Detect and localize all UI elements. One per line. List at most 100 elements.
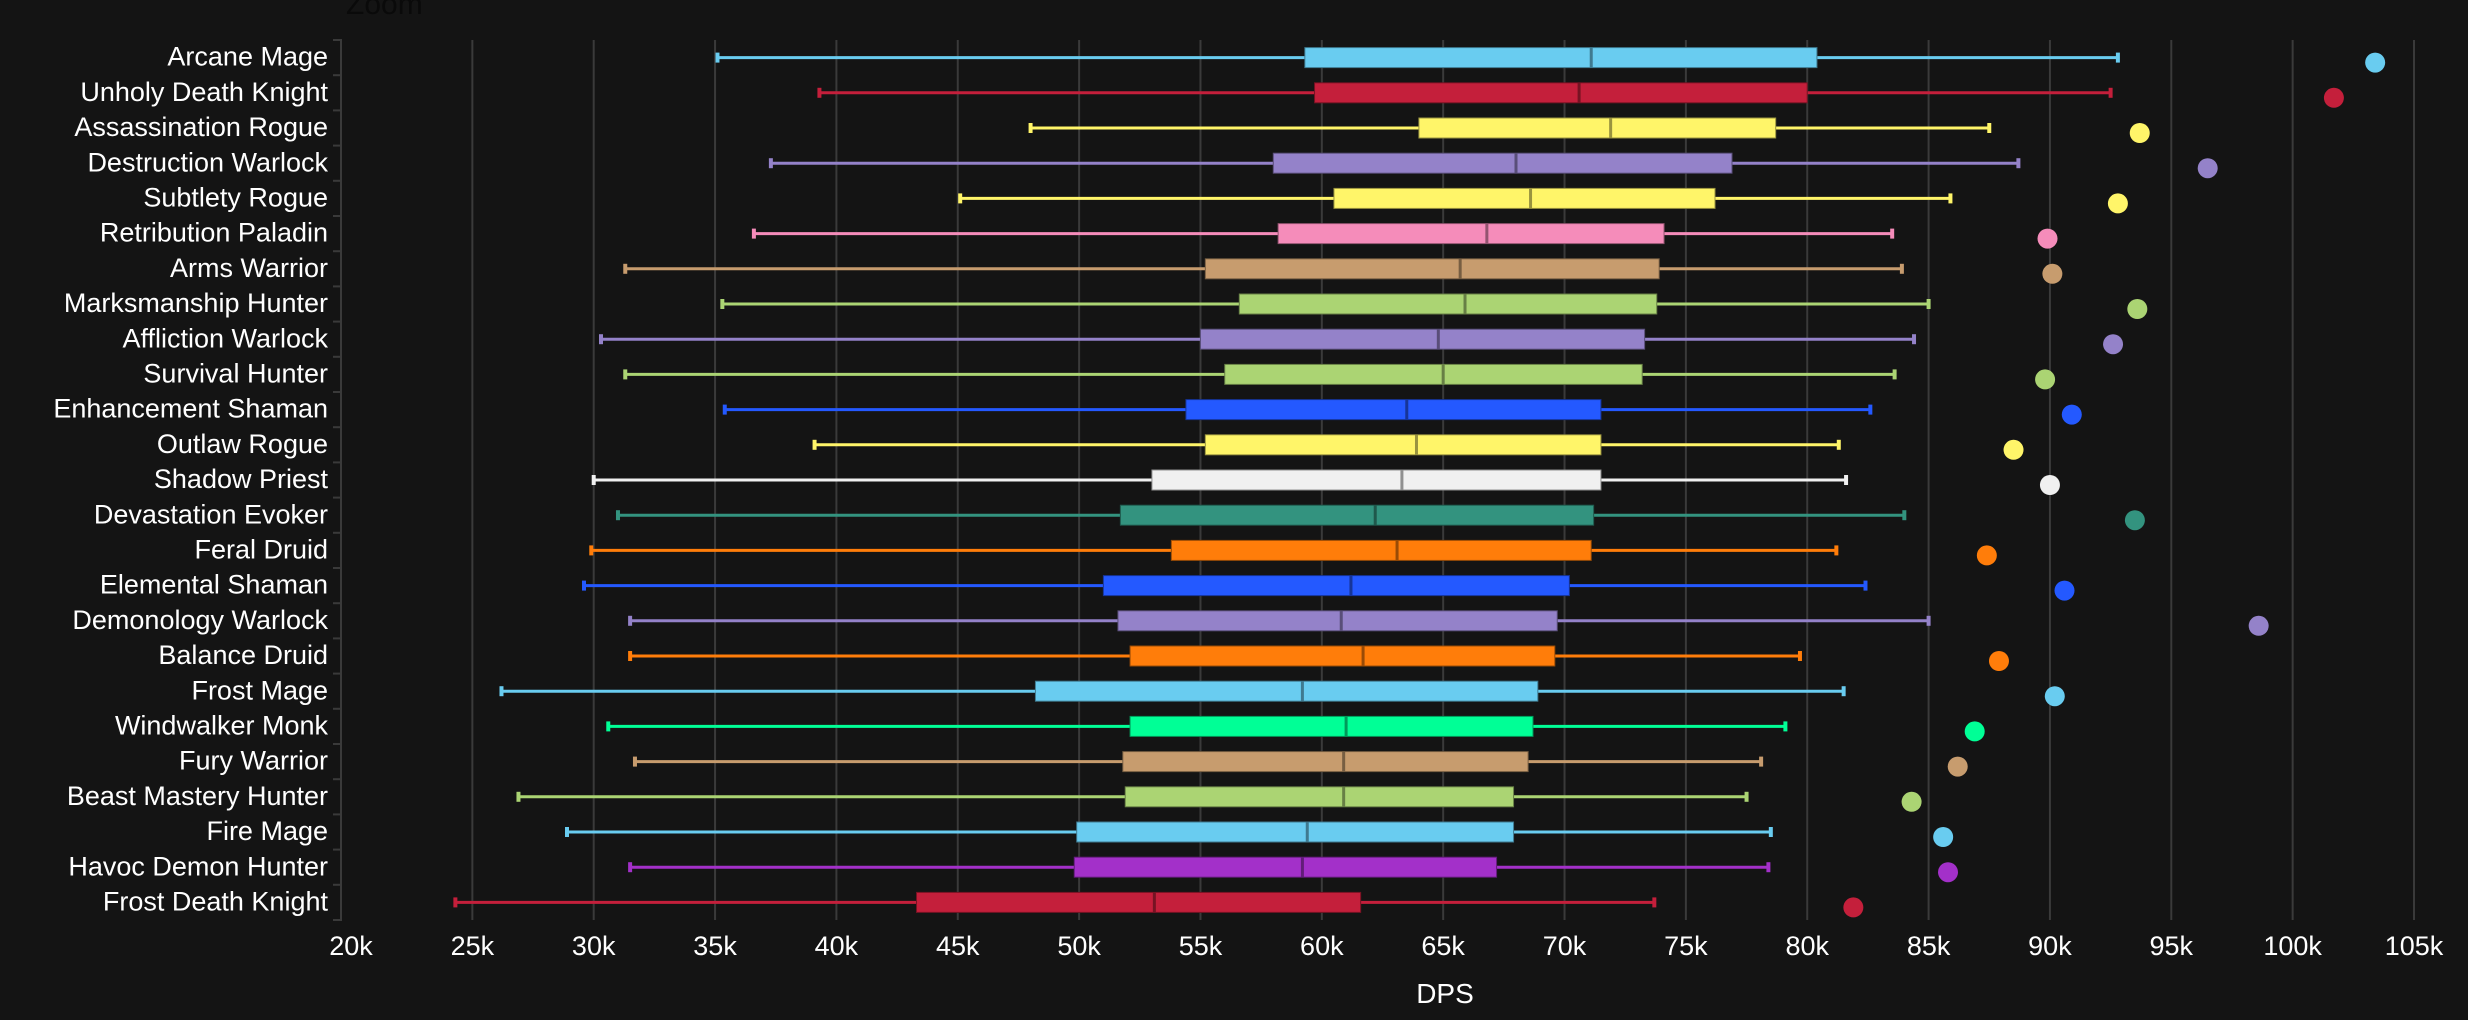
- box-iqr: [916, 891, 1362, 913]
- x-tick-label: 50k: [1057, 931, 1101, 961]
- max-point: [2039, 475, 2060, 495]
- box-destruction-warlock: [768, 152, 2218, 179]
- x-tick-label: 100k: [2263, 931, 2322, 961]
- max-point: [2127, 299, 2148, 319]
- max-point: [2129, 123, 2150, 143]
- box-arms-warrior: [623, 258, 2063, 284]
- x-tick-label: 80k: [1785, 931, 1829, 961]
- max-point: [2042, 263, 2063, 284]
- category-label: Retribution Paladin: [100, 218, 328, 248]
- category-label: Fury Warrior: [179, 746, 328, 776]
- box-iqr: [1199, 328, 1646, 350]
- max-point: [2003, 439, 2024, 460]
- zoom-label[interactable]: Zoom: [346, 0, 423, 21]
- box-feral-druid: [589, 539, 1997, 566]
- box-affliction-warlock: [598, 328, 2124, 355]
- category-label: Beast Mastery Hunter: [67, 781, 328, 811]
- max-point: [1947, 756, 1968, 777]
- max-point: [2107, 193, 2128, 214]
- x-tick-label: 70k: [1543, 931, 1587, 961]
- x-tick-label: 65k: [1421, 931, 1465, 961]
- box-iqr: [1204, 434, 1602, 456]
- box-unholy-death-knight: [817, 82, 2344, 108]
- category-label: Enhancement Shaman: [53, 394, 328, 424]
- category-label: Balance Druid: [158, 640, 328, 670]
- category-label: Elemental Shaman: [100, 570, 328, 600]
- box-havoc-demon-hunter: [628, 856, 1959, 883]
- y-axis: Arcane Mage Unholy Death Knight Assassinat…: [53, 39, 342, 921]
- box-windwalker-monk: [606, 715, 1985, 742]
- category-label: Arms Warrior: [170, 253, 328, 283]
- box-frost-death-knight: [453, 891, 1864, 918]
- max-point: [1988, 651, 2009, 671]
- max-point: [2124, 510, 2145, 531]
- box-iqr: [1122, 751, 1529, 773]
- box-fury-warrior: [632, 751, 1968, 777]
- category-label: Fire Mage: [206, 816, 328, 846]
- category-label: Frost Mage: [191, 675, 328, 705]
- max-point: [2044, 686, 2065, 707]
- box-iqr: [1170, 539, 1592, 561]
- box-survival-hunter: [623, 363, 2056, 390]
- box-iqr: [1102, 575, 1570, 597]
- box-frost-mage: [499, 680, 2065, 707]
- box-iqr: [1151, 469, 1602, 491]
- box-subtlety-rogue: [958, 187, 2128, 214]
- x-tick-label: 60k: [1300, 931, 1344, 961]
- category-label: Marksmanship Hunter: [64, 288, 328, 318]
- box-iqr: [1073, 856, 1498, 878]
- x-tick-label: 75k: [1664, 931, 1708, 961]
- x-tick-label: 85k: [1907, 931, 1951, 961]
- box-beast-mastery-hunter: [516, 786, 1922, 812]
- box-iqr: [1124, 786, 1515, 808]
- max-point: [1964, 721, 1985, 742]
- category-label: Frost Death Knight: [103, 887, 329, 917]
- x-tick-label: 95k: [2150, 931, 2194, 961]
- max-point: [1901, 791, 1922, 812]
- box-shadow-priest: [591, 469, 2060, 495]
- max-point: [1933, 827, 1954, 847]
- category-label: Affliction Warlock: [122, 323, 328, 353]
- category-label: Outlaw Rogue: [157, 429, 328, 459]
- box-iqr: [1238, 293, 1658, 315]
- max-point: [2035, 369, 2056, 390]
- category-label: Devastation Evoker: [94, 499, 328, 529]
- box-iqr: [1129, 715, 1534, 737]
- box-series: [453, 47, 2386, 918]
- category-label: Unholy Death Knight: [80, 77, 328, 107]
- box-iqr: [1034, 680, 1539, 702]
- max-point: [2054, 580, 2075, 601]
- x-tick-label: 35k: [693, 931, 737, 961]
- box-iqr: [1272, 152, 1733, 174]
- box-iqr: [1418, 117, 1777, 139]
- max-point: [2061, 404, 2082, 425]
- max-point: [2037, 228, 2058, 249]
- category-label: Havoc Demon Hunter: [68, 851, 328, 881]
- x-tick-label: 30k: [572, 931, 616, 961]
- max-point: [2365, 52, 2386, 73]
- x-tick-label: 105k: [2385, 931, 2444, 961]
- box-iqr: [1314, 82, 1808, 104]
- x-tick-label: 25k: [451, 931, 495, 961]
- box-iqr: [1117, 610, 1558, 632]
- box-enhancement-shaman: [722, 399, 2082, 425]
- box-iqr: [1129, 645, 1556, 667]
- category-label: Assassination Rogue: [74, 112, 328, 142]
- box-iqr: [1333, 187, 1716, 209]
- box-retribution-paladin: [751, 223, 2058, 249]
- box-balance-druid: [628, 645, 2009, 671]
- x-tick-label: 90k: [2028, 931, 2072, 961]
- category-label: Shadow Priest: [154, 464, 329, 494]
- box-iqr: [1185, 399, 1602, 421]
- max-point: [1938, 862, 1959, 883]
- category-label: Feral Druid: [194, 535, 328, 565]
- box-devastation-evoker: [615, 504, 2145, 531]
- box-iqr: [1224, 363, 1643, 385]
- box-demonology-warlock: [628, 610, 2269, 636]
- box-arcane-mage: [715, 47, 2386, 73]
- max-point: [2248, 615, 2269, 636]
- x-tick-label: 20k: [329, 931, 373, 961]
- category-label: Subtlety Rogue: [143, 183, 328, 213]
- max-point: [1843, 897, 1864, 918]
